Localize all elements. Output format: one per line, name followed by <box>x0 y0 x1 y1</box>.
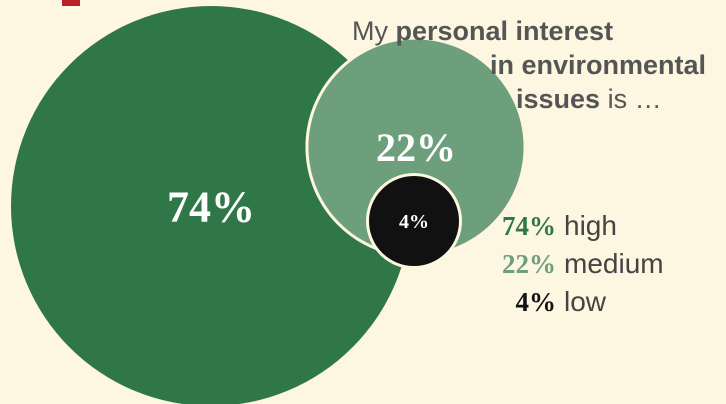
question-line-1: My personal interest <box>352 16 614 46</box>
accent-red-mark <box>62 0 80 6</box>
question-text: My personal interest in environmental is… <box>340 14 720 116</box>
legend-value-high: 74% <box>502 211 556 241</box>
legend-row-medium: 22% medium <box>486 245 664 283</box>
bubble-high <box>11 6 411 404</box>
bubble-low-label: 4% <box>399 211 429 233</box>
bubble-low <box>366 173 462 269</box>
legend: 74% high 22% medium 4% low <box>486 207 664 321</box>
question-line-2: in environmental <box>490 50 707 80</box>
legend-label-high: high <box>564 210 617 241</box>
question-line-3: issues is … <box>516 84 662 114</box>
legend-row-high: 74% high <box>486 207 664 245</box>
legend-value-medium: 22% <box>502 249 556 279</box>
bubble-medium-label: 22% <box>376 125 456 170</box>
legend-label-medium: medium <box>564 248 664 279</box>
bubble-high-label: 74% <box>167 182 255 231</box>
legend-row-low: 4% low <box>486 283 664 321</box>
legend-label-low: low <box>564 286 607 317</box>
legend-value-low: 4% <box>515 287 557 317</box>
